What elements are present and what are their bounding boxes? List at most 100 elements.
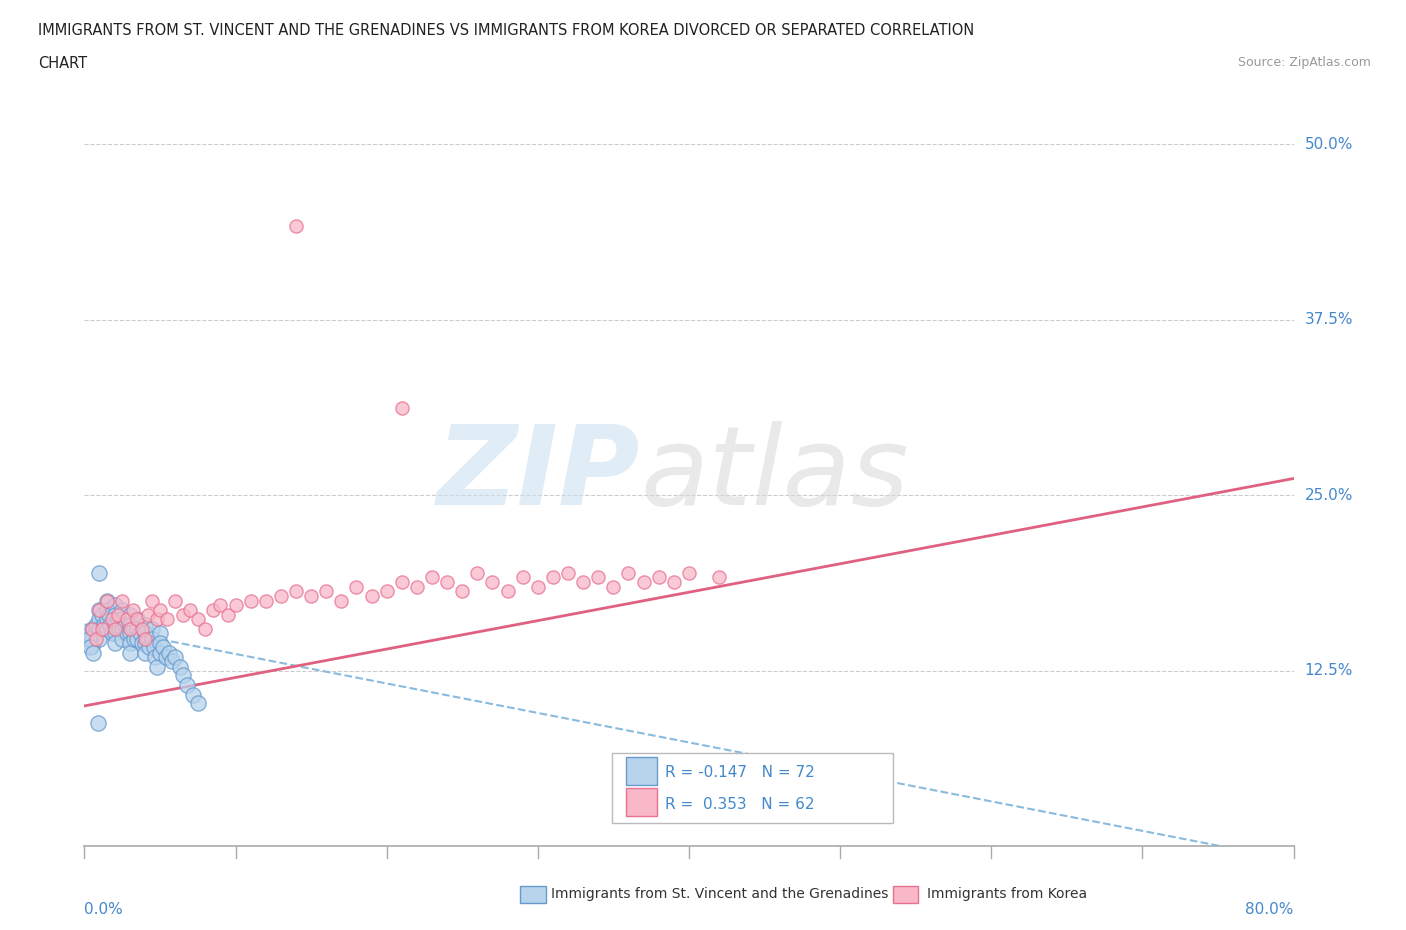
- Point: [284, 219, 308, 233]
- Text: atlas: atlas: [641, 420, 910, 528]
- Text: ZIP: ZIP: [437, 420, 641, 528]
- Point: [136, 631, 159, 646]
- Text: CHART: CHART: [38, 56, 87, 71]
- Point: [127, 611, 149, 626]
- Point: [315, 583, 337, 598]
- Point: [111, 631, 134, 646]
- Text: 37.5%: 37.5%: [1305, 312, 1353, 327]
- Point: [96, 611, 118, 626]
- Point: [541, 569, 564, 584]
- Point: [89, 621, 111, 636]
- Point: [179, 603, 201, 618]
- Point: [526, 579, 548, 594]
- Point: [104, 618, 127, 632]
- Text: 50.0%: 50.0%: [1305, 137, 1353, 152]
- Point: [108, 621, 131, 636]
- Point: [114, 618, 136, 632]
- Point: [496, 583, 519, 598]
- Point: [97, 607, 120, 622]
- Point: [155, 649, 177, 664]
- Text: R = -0.147   N = 72: R = -0.147 N = 72: [665, 765, 815, 780]
- Point: [149, 626, 172, 641]
- Point: [91, 621, 114, 636]
- Text: R =  0.353   N = 62: R = 0.353 N = 62: [665, 797, 814, 812]
- Point: [156, 611, 179, 626]
- Point: [481, 575, 503, 590]
- Point: [111, 621, 134, 636]
- Point: [346, 579, 368, 594]
- Point: [142, 640, 165, 655]
- Point: [111, 611, 134, 626]
- Point: [225, 597, 247, 612]
- Point: [201, 603, 224, 618]
- Point: [118, 635, 141, 650]
- Point: [134, 635, 156, 650]
- Point: [152, 640, 174, 655]
- Point: [136, 607, 159, 622]
- Text: 80.0%: 80.0%: [1246, 902, 1294, 918]
- Point: [134, 626, 156, 641]
- Point: [157, 645, 180, 660]
- Point: [121, 603, 143, 618]
- Point: [98, 618, 121, 632]
- Point: [118, 626, 141, 641]
- Point: [375, 583, 398, 598]
- Point: [131, 621, 153, 636]
- Point: [104, 635, 127, 650]
- Point: [709, 569, 731, 584]
- Point: [149, 645, 172, 660]
- Point: [181, 687, 204, 702]
- Point: [141, 593, 163, 608]
- Text: Immigrants from Korea: Immigrants from Korea: [927, 886, 1087, 901]
- Point: [617, 565, 640, 580]
- Point: [602, 579, 624, 594]
- Point: [115, 626, 138, 641]
- Point: [118, 618, 141, 632]
- Point: [80, 631, 103, 646]
- Point: [96, 603, 118, 618]
- Point: [80, 638, 103, 653]
- Point: [86, 631, 108, 646]
- Point: [169, 659, 191, 674]
- Text: 0.0%: 0.0%: [84, 902, 124, 918]
- Point: [557, 565, 579, 580]
- Point: [299, 589, 322, 604]
- Point: [588, 569, 610, 584]
- Point: [77, 631, 100, 646]
- Point: [420, 569, 443, 584]
- Point: [86, 618, 108, 632]
- Point: [96, 593, 118, 608]
- Point: [149, 635, 172, 650]
- Point: [80, 621, 103, 636]
- Point: [187, 696, 209, 711]
- Point: [89, 603, 111, 618]
- Point: [209, 597, 232, 612]
- Point: [391, 401, 413, 416]
- Point: [111, 593, 134, 608]
- Point: [284, 583, 308, 598]
- Point: [138, 640, 160, 655]
- Point: [79, 640, 101, 655]
- Point: [104, 607, 127, 622]
- Point: [160, 654, 183, 669]
- Point: [467, 565, 489, 580]
- Text: 12.5%: 12.5%: [1305, 663, 1353, 678]
- Point: [80, 621, 103, 636]
- Point: [89, 631, 111, 646]
- Point: [239, 593, 262, 608]
- Point: [118, 645, 141, 660]
- Point: [104, 621, 127, 636]
- Point: [360, 589, 382, 604]
- Point: [163, 649, 186, 664]
- Point: [141, 621, 163, 636]
- Point: [91, 607, 114, 622]
- Point: [633, 575, 655, 590]
- Point: [89, 565, 111, 580]
- Point: [89, 611, 111, 626]
- Point: [172, 668, 194, 683]
- Point: [391, 575, 413, 590]
- Point: [104, 597, 127, 612]
- Point: [141, 631, 163, 646]
- Point: [127, 621, 149, 636]
- Text: Source: ZipAtlas.com: Source: ZipAtlas.com: [1237, 56, 1371, 69]
